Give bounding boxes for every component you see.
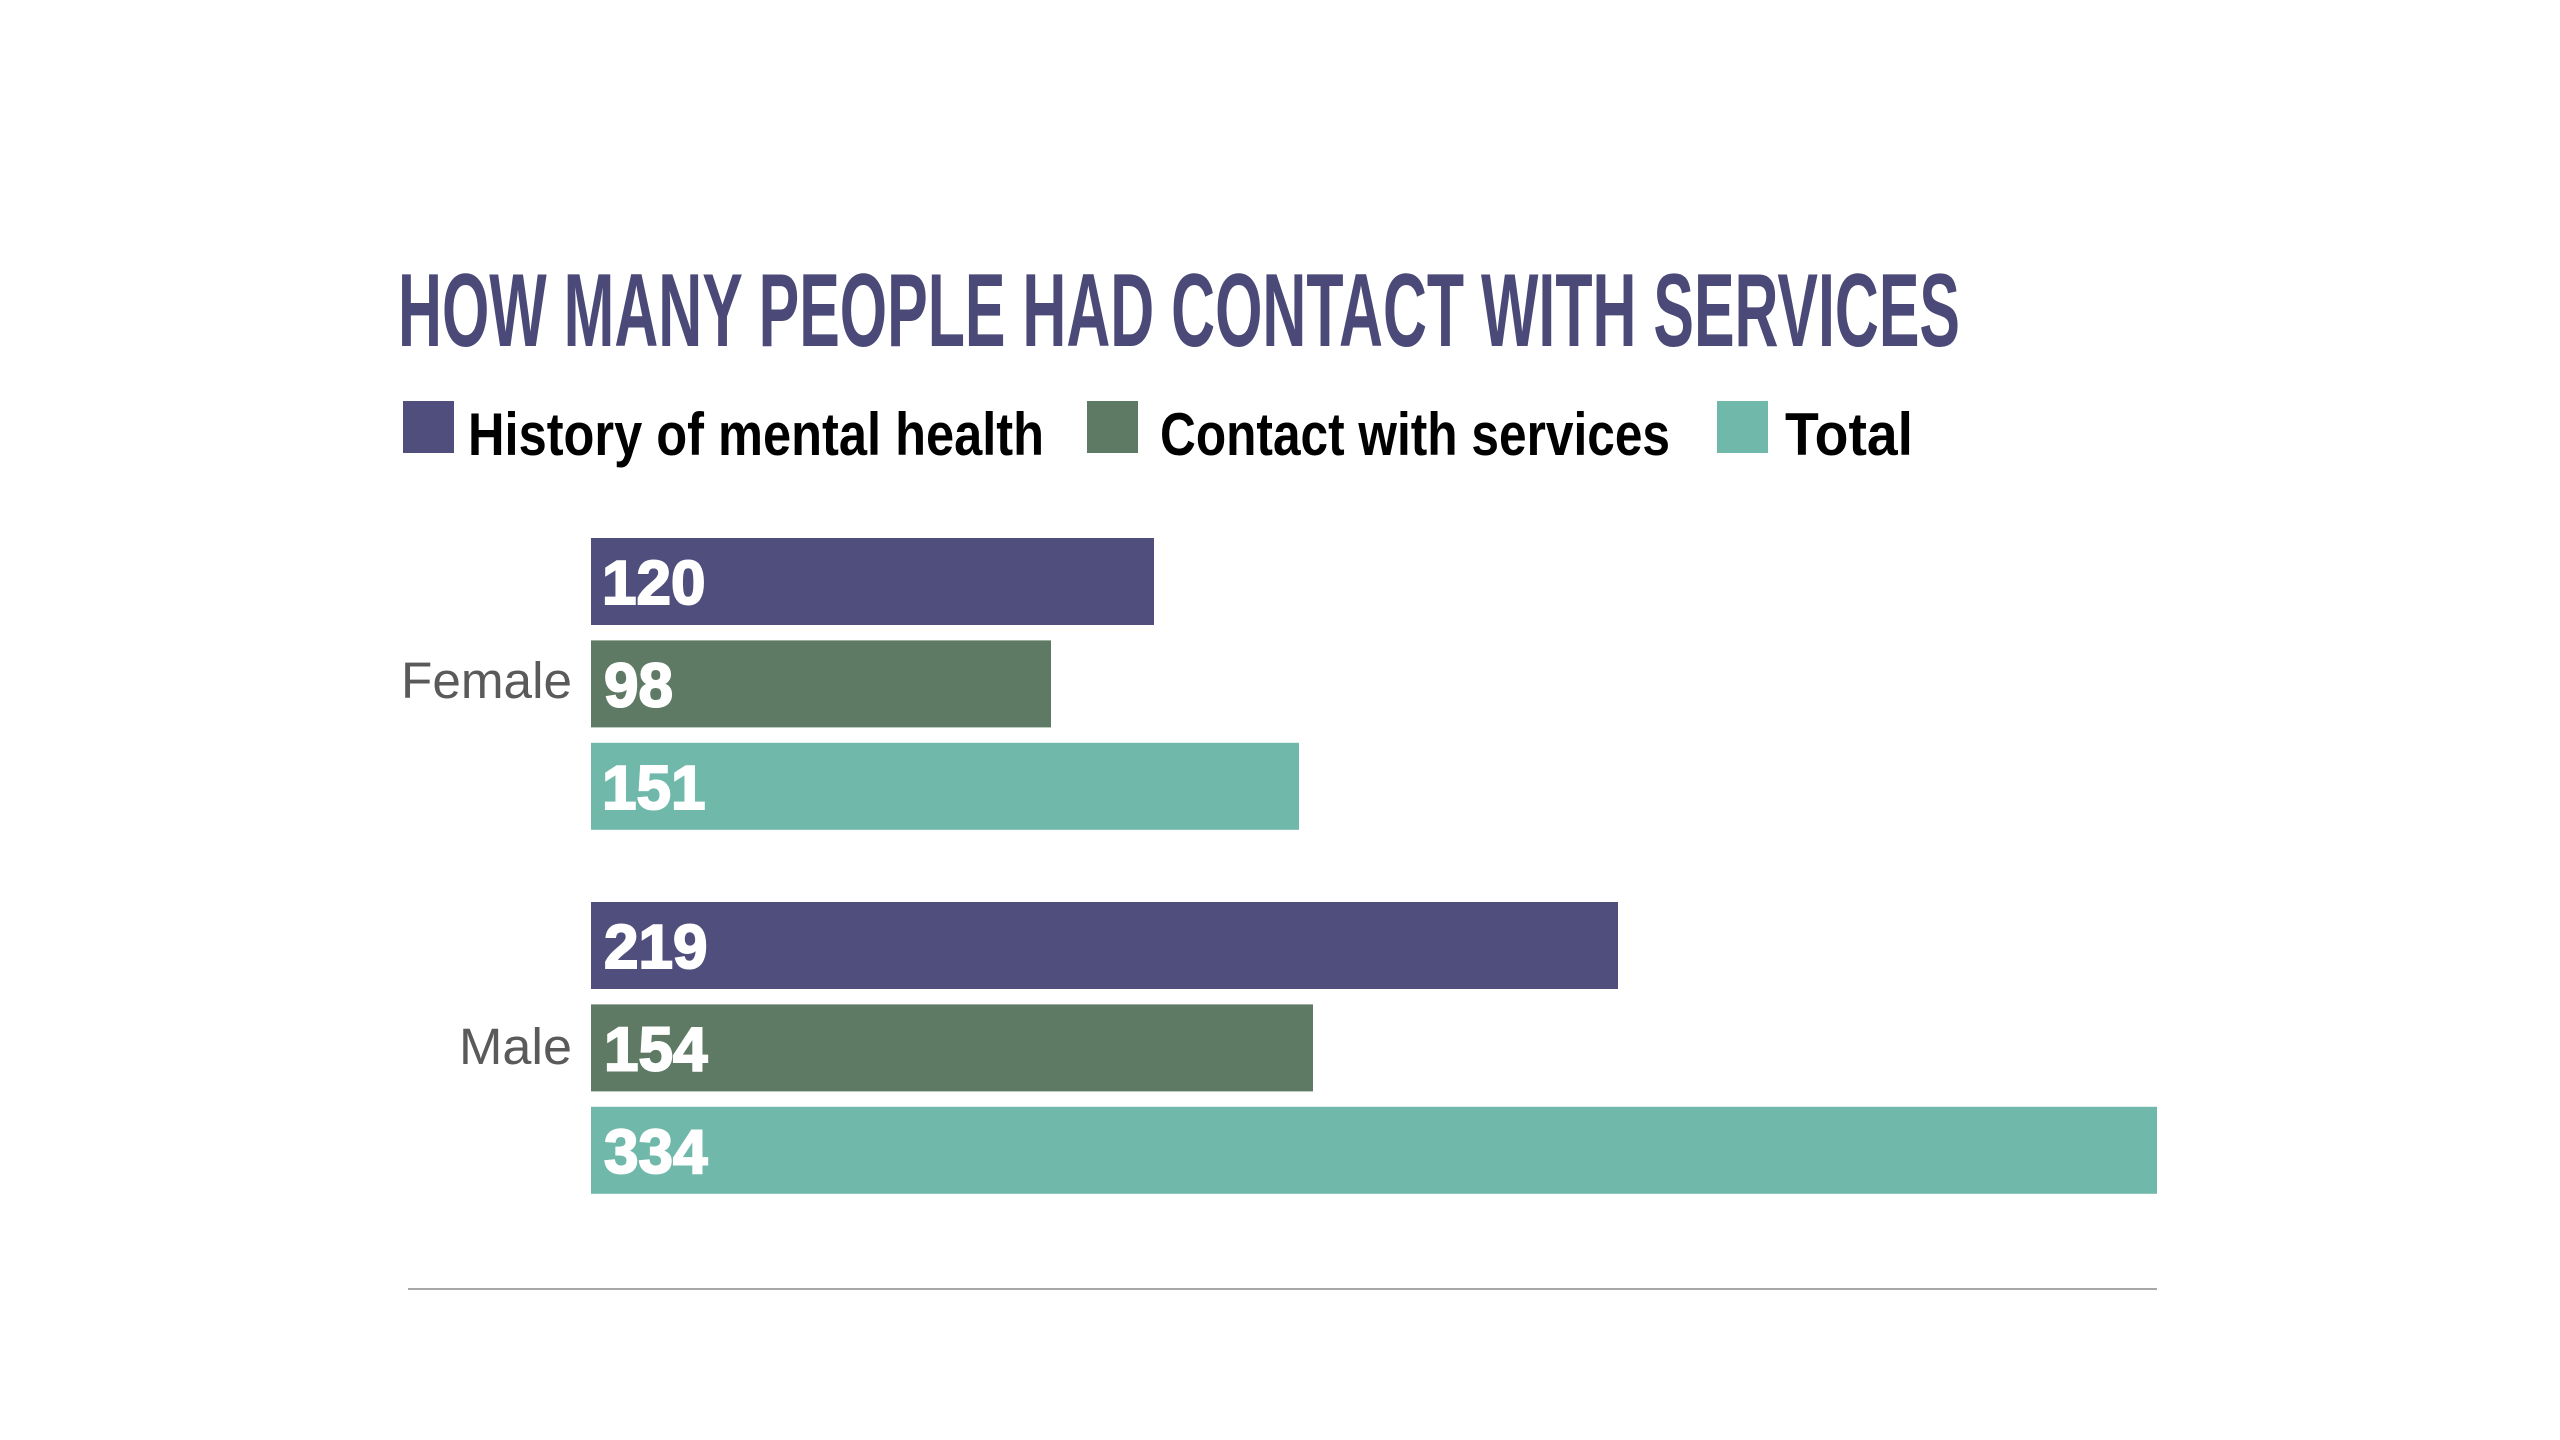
svg-text:Total: Total — [1785, 401, 1913, 468]
svg-text:Male: Male — [459, 1018, 572, 1075]
svg-text:98: 98 — [604, 651, 673, 720]
svg-text:334: 334 — [604, 1118, 708, 1187]
svg-text:151: 151 — [602, 754, 705, 823]
svg-text:154: 154 — [604, 1015, 708, 1084]
svg-text:Female: Female — [401, 652, 572, 709]
svg-text:HOW MANY PEOPLE HAD CONTACT WI: HOW MANY PEOPLE HAD CONTACT WITH SERVICE… — [398, 253, 1960, 369]
svg-text:History of mental health: History of mental health — [468, 401, 1044, 468]
svg-text:219: 219 — [604, 913, 707, 982]
svg-text:Contact with services: Contact with services — [1160, 401, 1670, 468]
svg-text:120: 120 — [602, 549, 705, 618]
